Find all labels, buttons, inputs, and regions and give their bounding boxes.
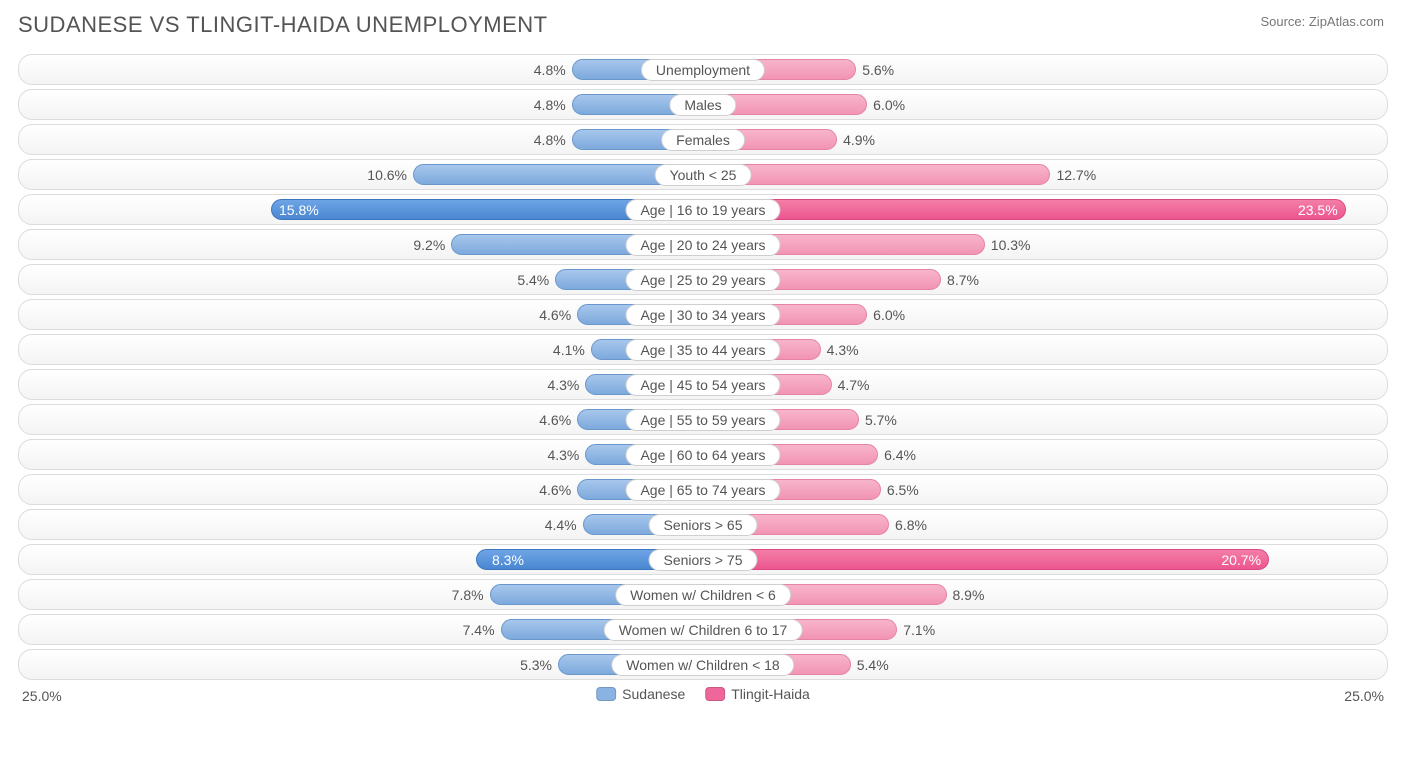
value-label-right: 4.9% (843, 132, 875, 148)
chart-row: 4.4% 6.8% Seniors > 65 (18, 509, 1388, 540)
legend-swatch-icon (705, 687, 725, 701)
value-label-right: 7.1% (903, 622, 935, 638)
category-label: Youth < 25 (655, 164, 752, 186)
axis-max-left: 25.0% (22, 688, 62, 704)
category-label: Age | 25 to 29 years (625, 269, 780, 291)
value-label-right: 8.9% (953, 587, 985, 603)
chart-row: 15.8% 23.5% Age | 16 to 19 years (18, 194, 1388, 225)
category-label: Age | 65 to 74 years (625, 479, 780, 501)
chart-row: 5.4% 8.7% Age | 25 to 29 years (18, 264, 1388, 295)
category-label: Seniors > 65 (649, 514, 758, 536)
value-label-left: 5.3% (520, 657, 552, 673)
value-label-right: 6.5% (887, 482, 919, 498)
chart-row: 7.8% 8.9% Women w/ Children < 6 (18, 579, 1388, 610)
category-label: Females (661, 129, 745, 151)
chart-row: 4.8% 5.6% Unemployment (18, 54, 1388, 85)
category-label: Women w/ Children < 6 (615, 584, 791, 606)
category-label: Unemployment (641, 59, 765, 81)
chart-row: 4.8% 6.0% Males (18, 89, 1388, 120)
chart-row: 9.2% 10.3% Age | 20 to 24 years (18, 229, 1388, 260)
value-label-right: 6.4% (884, 447, 916, 463)
value-label-right: 23.5% (1298, 202, 1338, 218)
legend-label: Tlingit-Haida (731, 686, 810, 702)
value-label-right: 4.3% (827, 342, 859, 358)
value-label-right: 6.0% (873, 97, 905, 113)
chart-row: 4.8% 4.9% Females (18, 124, 1388, 155)
chart-row: 4.3% 6.4% Age | 60 to 64 years (18, 439, 1388, 470)
bar-tlingit-haida (703, 549, 1269, 570)
legend-item-tlingit-haida: Tlingit-Haida (705, 686, 810, 702)
value-label-left: 4.6% (539, 482, 571, 498)
value-label-left: 4.8% (534, 97, 566, 113)
value-label-left: 7.4% (463, 622, 495, 638)
category-label: Age | 30 to 34 years (625, 304, 780, 326)
category-label: Males (669, 94, 736, 116)
value-label-left: 4.6% (539, 412, 571, 428)
category-label: Age | 35 to 44 years (625, 339, 780, 361)
value-label-left: 4.4% (545, 517, 577, 533)
value-label-right: 8.7% (947, 272, 979, 288)
value-label-left: 4.8% (534, 62, 566, 78)
category-label: Age | 16 to 19 years (625, 199, 780, 221)
chart-row: 8.3% 20.7% Seniors > 75 (18, 544, 1388, 575)
chart-row: 5.3% 5.4% Women w/ Children < 18 (18, 649, 1388, 680)
chart-row: 4.3% 4.7% Age | 45 to 54 years (18, 369, 1388, 400)
value-label-left: 10.6% (367, 167, 407, 183)
chart-row: 4.6% 6.5% Age | 65 to 74 years (18, 474, 1388, 505)
value-label-left: 4.3% (547, 447, 579, 463)
category-label: Seniors > 75 (649, 549, 758, 571)
bar-tlingit-haida (703, 164, 1050, 185)
legend-label: Sudanese (622, 686, 685, 702)
chart-row: 10.6% 12.7% Youth < 25 (18, 159, 1388, 190)
category-label: Women w/ Children 6 to 17 (604, 619, 803, 641)
value-label-left: 4.3% (547, 377, 579, 393)
value-label-left: 15.8% (279, 202, 319, 218)
legend-swatch-icon (596, 687, 616, 701)
value-label-left: 8.3% (492, 552, 524, 568)
value-label-left: 4.6% (539, 307, 571, 323)
value-label-left: 9.2% (413, 237, 445, 253)
category-label: Age | 55 to 59 years (625, 409, 780, 431)
value-label-left: 5.4% (517, 272, 549, 288)
chart-footer: 25.0% 25.0% Sudanese Tlingit-Haida (18, 686, 1388, 716)
legend: Sudanese Tlingit-Haida (596, 686, 810, 702)
category-label: Age | 45 to 54 years (625, 374, 780, 396)
legend-item-sudanese: Sudanese (596, 686, 685, 702)
source-attribution: Source: ZipAtlas.com (1260, 14, 1384, 29)
value-label-right: 10.3% (991, 237, 1031, 253)
value-label-right: 6.0% (873, 307, 905, 323)
chart-row: 4.6% 5.7% Age | 55 to 59 years (18, 404, 1388, 435)
category-label: Age | 60 to 64 years (625, 444, 780, 466)
chart-row: 4.1% 4.3% Age | 35 to 44 years (18, 334, 1388, 365)
value-label-right: 5.4% (857, 657, 889, 673)
bar-tlingit-haida (703, 199, 1346, 220)
value-label-right: 20.7% (1221, 552, 1261, 568)
value-label-left: 7.8% (452, 587, 484, 603)
value-label-right: 5.7% (865, 412, 897, 428)
chart-title: SUDANESE VS TLINGIT-HAIDA UNEMPLOYMENT (18, 12, 1388, 38)
category-label: Age | 20 to 24 years (625, 234, 780, 256)
value-label-right: 5.6% (862, 62, 894, 78)
value-label-left: 4.8% (534, 132, 566, 148)
diverging-bar-chart: 4.8% 5.6% Unemployment 4.8% 6.0% Males 4.8% 4.9… (18, 54, 1388, 680)
value-label-right: 6.8% (895, 517, 927, 533)
value-label-right: 12.7% (1056, 167, 1096, 183)
category-label: Women w/ Children < 18 (611, 654, 794, 676)
chart-row: 7.4% 7.1% Women w/ Children 6 to 17 (18, 614, 1388, 645)
axis-max-right: 25.0% (1344, 688, 1384, 704)
value-label-left: 4.1% (553, 342, 585, 358)
chart-row: 4.6% 6.0% Age | 30 to 34 years (18, 299, 1388, 330)
value-label-right: 4.7% (838, 377, 870, 393)
